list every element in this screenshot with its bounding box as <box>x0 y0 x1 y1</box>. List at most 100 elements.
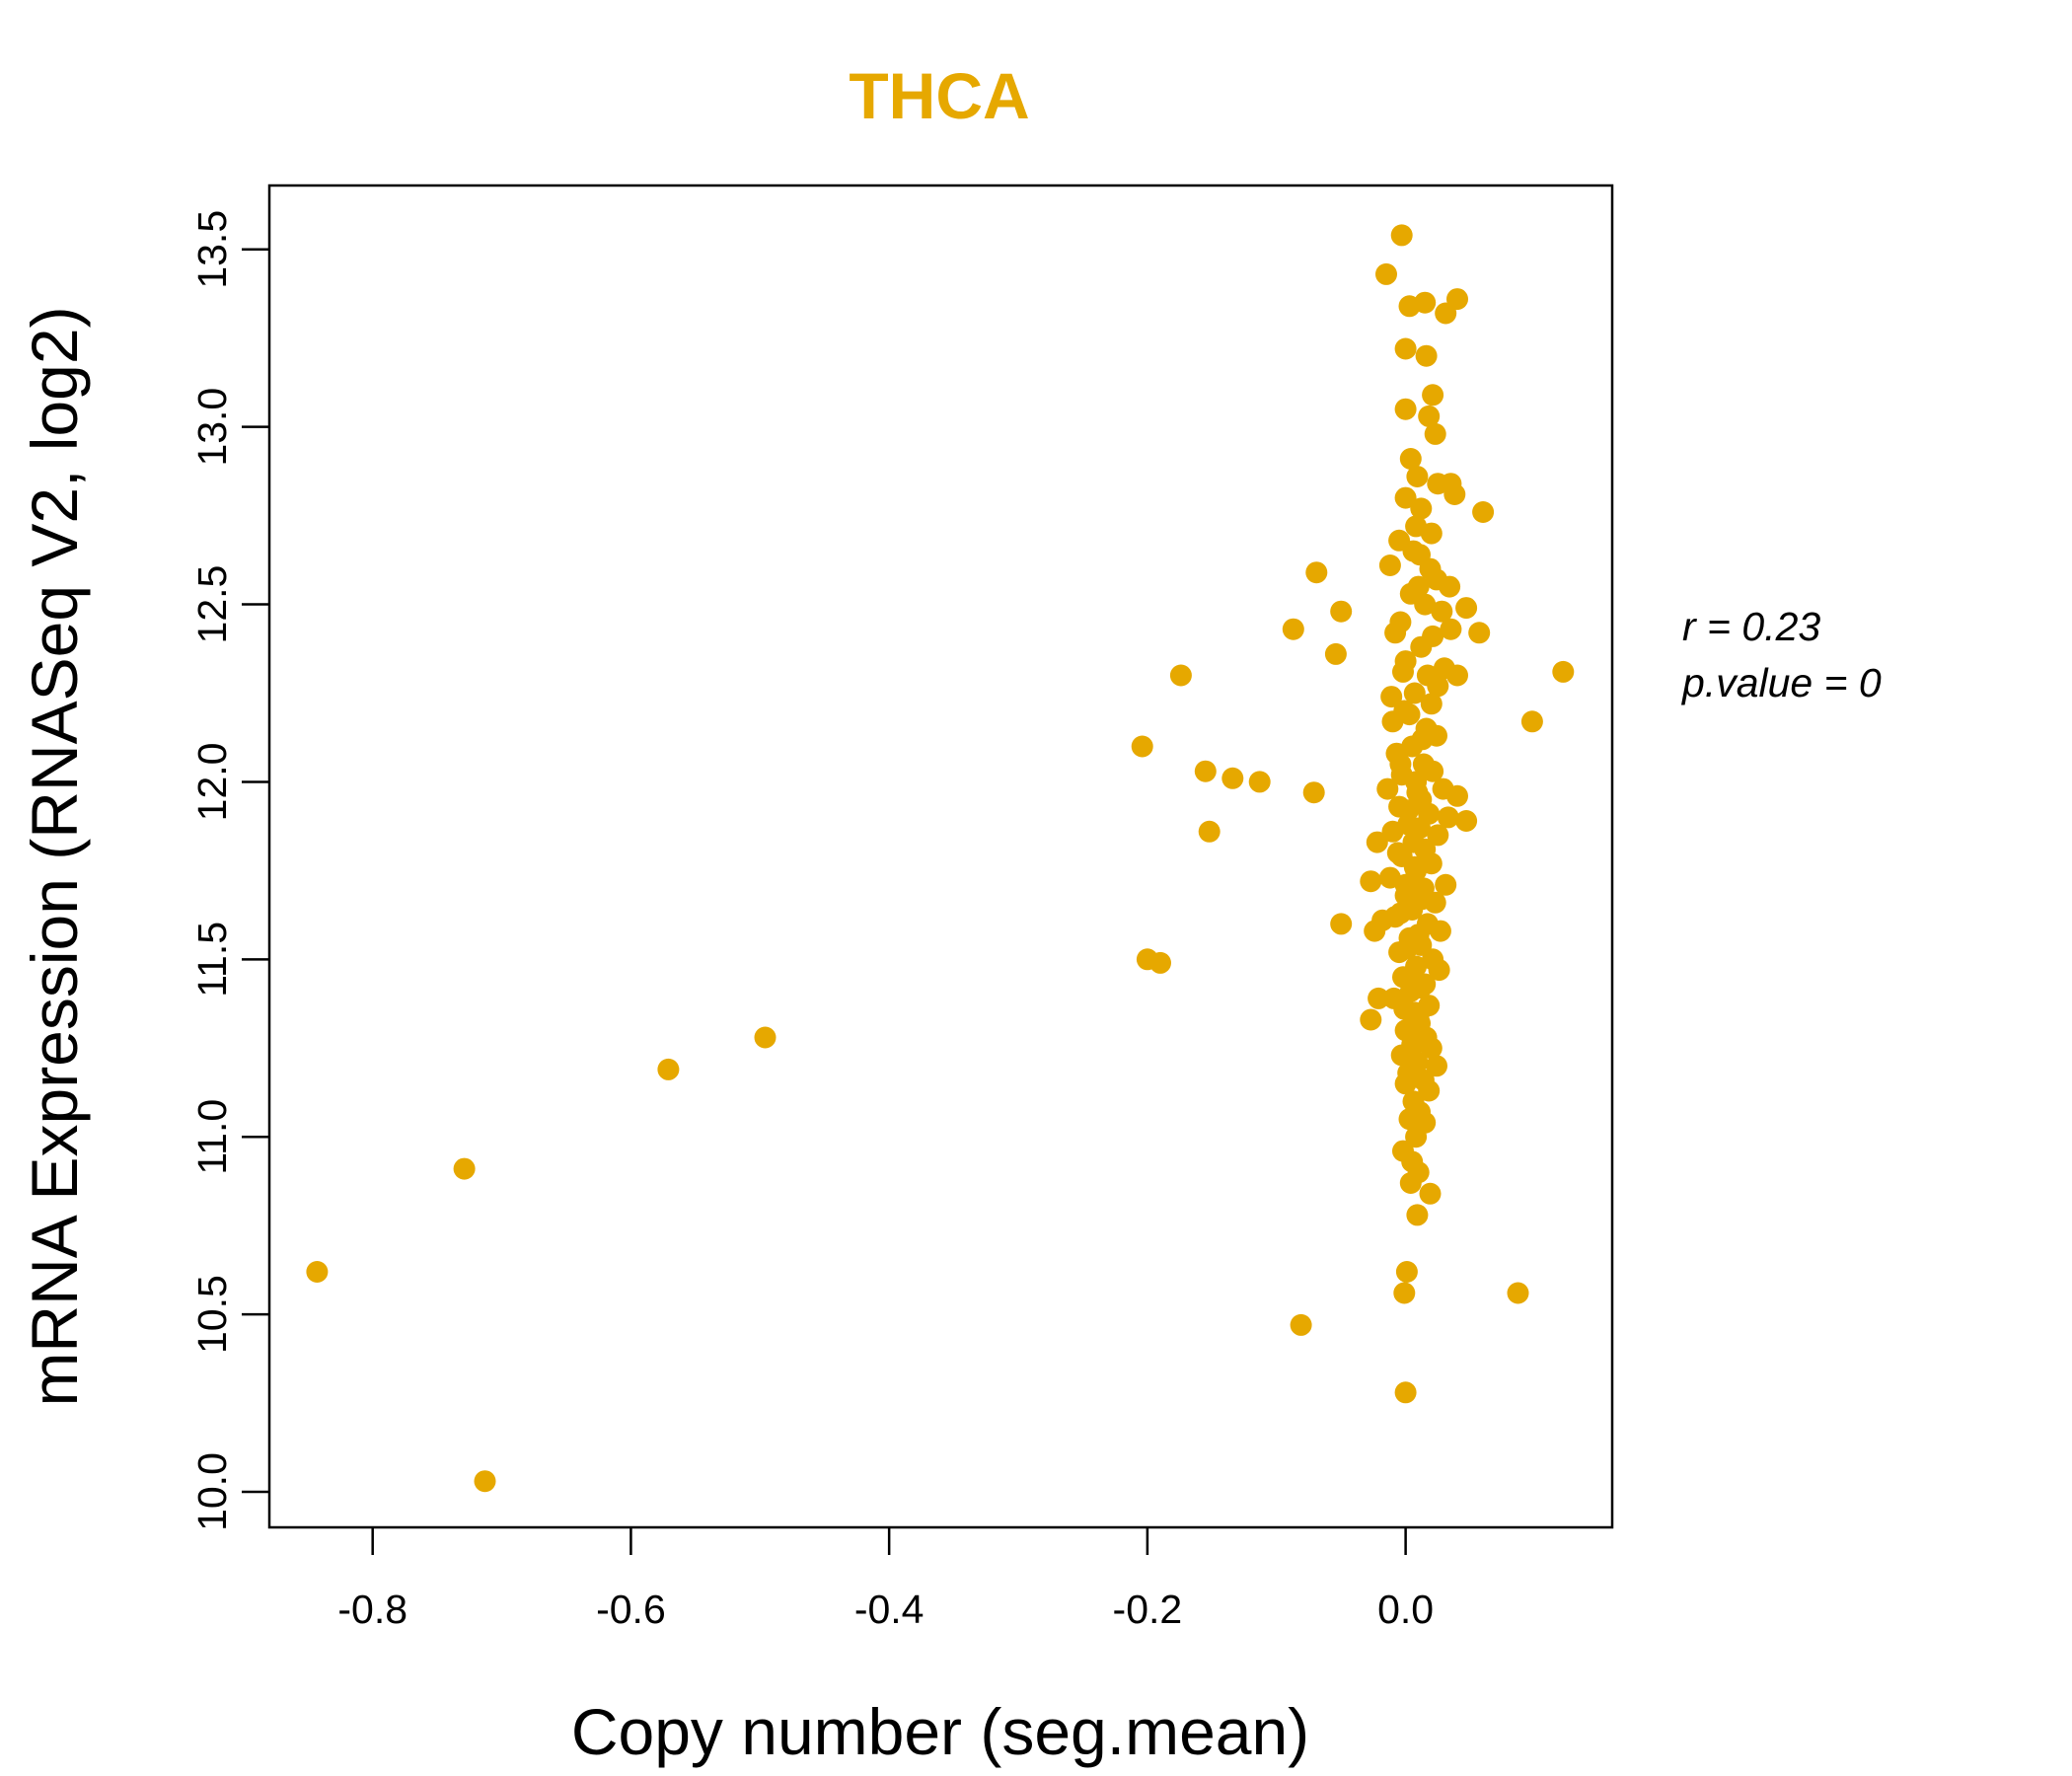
data-point <box>1389 753 1412 776</box>
data-point <box>1443 483 1466 505</box>
data-point <box>1399 1172 1422 1194</box>
data-point <box>1330 913 1353 935</box>
y-tick-label: 11.0 <box>189 1099 235 1175</box>
data-point <box>1405 1126 1428 1148</box>
x-tick-label: 0.0 <box>1377 1587 1434 1632</box>
x-axis: -0.8 -0.6 -0.4 -0.2 0.0 <box>337 1527 1434 1632</box>
data-points <box>306 224 1575 1493</box>
data-point <box>1435 302 1457 325</box>
data-point <box>1302 781 1325 804</box>
data-point <box>1420 693 1443 715</box>
data-point <box>1198 820 1221 843</box>
data-point <box>1402 540 1425 562</box>
data-point <box>1389 902 1412 925</box>
data-point <box>1446 784 1468 807</box>
data-point <box>1427 675 1449 698</box>
data-point <box>1439 575 1461 598</box>
data-point <box>1169 664 1192 687</box>
data-point <box>1407 1004 1430 1027</box>
data-point <box>1415 344 1438 367</box>
data-point <box>306 1261 329 1283</box>
y-axis: 10.0 10.5 11.0 11.5 12.0 12.5 13.0 13.5 <box>189 210 269 1531</box>
x-tick-label: -0.6 <box>596 1587 666 1632</box>
data-point <box>1324 642 1347 665</box>
data-point <box>1472 501 1495 523</box>
data-point <box>1398 295 1421 318</box>
x-tick-label: -0.2 <box>1113 1587 1183 1632</box>
data-point <box>1394 873 1417 896</box>
data-point <box>1407 575 1430 598</box>
data-point <box>1422 760 1444 782</box>
data-point <box>1520 710 1543 733</box>
data-point <box>1394 486 1417 509</box>
data-point <box>1411 888 1434 911</box>
data-point <box>1290 1313 1312 1336</box>
data-point <box>657 1058 680 1080</box>
data-point <box>1397 799 1420 822</box>
data-point <box>1375 262 1397 285</box>
data-point <box>1424 422 1446 445</box>
data-point <box>1428 959 1450 982</box>
data-point <box>1411 728 1434 751</box>
data-point <box>1418 405 1441 427</box>
data-point <box>1282 618 1304 640</box>
data-point <box>1440 618 1462 640</box>
data-point <box>1381 820 1404 843</box>
data-point <box>1420 1037 1443 1060</box>
data-point <box>453 1157 476 1180</box>
y-tick-label: 12.5 <box>189 565 235 644</box>
data-point <box>1422 384 1444 407</box>
data-point <box>1131 735 1153 758</box>
data-point <box>1399 448 1422 470</box>
data-point <box>1394 1381 1417 1404</box>
data-point <box>1429 920 1451 942</box>
data-point <box>1360 1008 1382 1031</box>
data-point <box>1403 855 1426 878</box>
data-point <box>1393 700 1416 722</box>
x-tick-label: -0.8 <box>337 1587 407 1632</box>
data-point <box>474 1470 496 1493</box>
data-point <box>1394 337 1417 360</box>
data-point <box>1394 1073 1417 1095</box>
x-tick-label: -0.4 <box>854 1587 925 1632</box>
y-tick-label: 12.0 <box>189 743 235 822</box>
chart-title: THCA <box>849 59 1029 132</box>
data-point <box>1248 771 1271 793</box>
y-tick-label: 11.5 <box>189 922 235 998</box>
data-point <box>1427 824 1449 847</box>
y-tick-label: 10.0 <box>189 1452 235 1531</box>
y-tick-label: 10.5 <box>189 1275 235 1354</box>
data-point <box>1305 561 1328 584</box>
data-point <box>1399 1040 1422 1063</box>
data-point <box>1368 987 1390 1009</box>
data-point <box>1149 951 1171 974</box>
data-point <box>754 1026 777 1049</box>
y-tick-label: 13.5 <box>189 210 235 289</box>
p-value-label: p.value = 0 <box>1680 660 1882 705</box>
data-point <box>1390 224 1413 247</box>
data-point <box>1455 597 1478 620</box>
data-point <box>1414 593 1437 616</box>
data-point <box>1431 600 1453 623</box>
data-point <box>1384 622 1407 644</box>
data-point <box>1435 873 1457 896</box>
data-point <box>1437 806 1459 829</box>
data-point <box>1507 1282 1529 1304</box>
data-point <box>1406 781 1429 804</box>
data-point <box>1330 600 1353 623</box>
data-point <box>1455 810 1478 832</box>
data-point <box>1418 1079 1441 1102</box>
data-point <box>1360 870 1382 893</box>
data-point <box>1426 1055 1447 1077</box>
data-point <box>1364 920 1386 942</box>
data-point <box>1403 682 1426 704</box>
y-axis-title: mRNA Expression (RNASeq V2, log2) <box>18 306 91 1406</box>
data-point <box>1376 777 1399 800</box>
data-point <box>1366 831 1388 853</box>
data-point <box>1420 522 1443 545</box>
data-point <box>1446 664 1468 687</box>
data-point <box>1468 622 1491 644</box>
x-axis-title: Copy number (seg.mean) <box>571 1695 1309 1768</box>
data-point <box>1552 660 1575 683</box>
data-point <box>1393 1282 1416 1304</box>
